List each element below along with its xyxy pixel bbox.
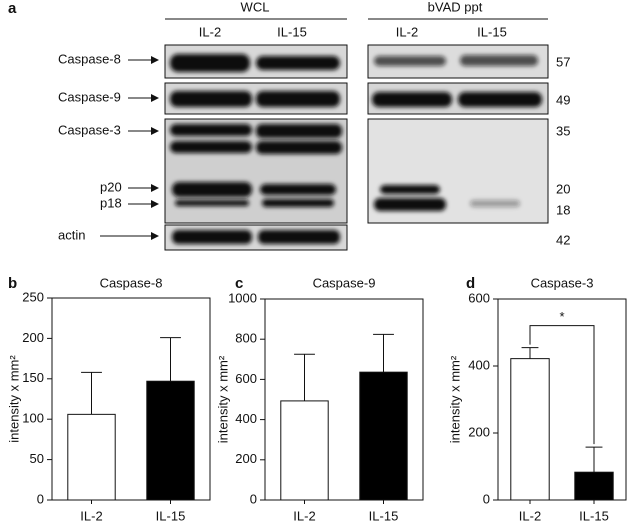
y-tick-label: 50 [30, 451, 44, 466]
y-tick-label: 400 [235, 411, 257, 426]
x-tick-label: IL-15 [369, 508, 399, 523]
y-tick-label: 0 [483, 491, 490, 506]
chart-title: Caspase-8 [100, 275, 163, 290]
lane-label: IL-2 [396, 24, 418, 39]
significance-label: * [559, 309, 564, 324]
error-bar [373, 333, 394, 373]
y-tick-label: 250 [22, 289, 44, 304]
chart-title: Caspase-9 [313, 275, 376, 290]
y-tick-label: 100 [22, 411, 44, 426]
x-tick-label: IL-2 [519, 508, 541, 523]
error-bar [294, 353, 315, 401]
y-tick-label: 600 [468, 290, 490, 305]
bar [280, 400, 329, 501]
y-axis-label: intensity x mm² [6, 355, 21, 443]
y-axis-label: intensity x mm² [215, 355, 230, 443]
plot-frame [264, 298, 424, 501]
lane-label: IL-15 [277, 24, 307, 39]
mw-label: 20 [556, 181, 570, 196]
bar [359, 371, 408, 501]
chart: b Caspase-8 intensity x mm² 0 50 100 150 200 250… [6, 275, 211, 523]
chart: d Caspase-3 intensity x mm² 0 200 400 600 IL-2 I… [447, 275, 627, 523]
x-tick-label: IL-2 [80, 508, 102, 523]
panel-letter: c [235, 275, 243, 292]
significance-bracket [529, 325, 595, 445]
protein-label: Caspase-3 [58, 122, 121, 137]
group-label: bVAD ppt [428, 0, 483, 14]
blot-images [164, 44, 549, 251]
panel-letter: a [8, 0, 17, 17]
mw-label: 42 [556, 232, 570, 247]
error-bar [521, 347, 539, 359]
chart: c Caspase-9 intensity x mm² 0 200 400 600 800 10… [215, 275, 424, 523]
mw-label: 35 [556, 123, 570, 138]
y-tick-label: 1000 [228, 290, 257, 305]
y-tick-label: 200 [235, 451, 257, 466]
mw-label: 49 [556, 92, 570, 107]
panel-letter: b [8, 275, 17, 292]
error-bar [81, 371, 102, 415]
y-tick-label: 0 [250, 491, 257, 506]
blot-panel: a WCL bVAD ppt IL-2 IL-15 IL-2 IL-15 [8, 0, 570, 251]
mw-labels: 57 49 35 20 18 42 [556, 54, 570, 247]
y-tick-label: 600 [235, 371, 257, 386]
bar [574, 471, 614, 501]
mw-label: 57 [556, 54, 570, 69]
lane-label: IL-15 [477, 24, 507, 39]
bar [146, 380, 195, 501]
y-tick-label: 150 [22, 370, 44, 385]
y-tick-label: 400 [468, 357, 490, 372]
group-label: WCL [241, 0, 270, 14]
protein-label: Caspase-8 [58, 51, 121, 66]
error-bar [160, 337, 181, 382]
y-tick-label: 0 [37, 491, 44, 506]
bar [67, 413, 116, 501]
mw-label: 18 [556, 202, 570, 217]
plot-frame [51, 297, 211, 501]
error-bar [585, 446, 603, 473]
lane-label: IL-2 [199, 24, 221, 39]
y-tick-label: 800 [235, 331, 257, 346]
x-tick-label: IL-15 [156, 508, 186, 523]
plot-frame [497, 298, 627, 501]
protein-label: p20 [100, 179, 122, 194]
x-tick-label: IL-2 [293, 508, 315, 523]
y-tick-label: 200 [22, 330, 44, 345]
y-tick-label: 200 [468, 424, 490, 439]
bar [510, 358, 550, 501]
panel-letter: d [466, 275, 475, 292]
x-tick-label: IL-15 [579, 508, 609, 523]
protein-label: actin [58, 227, 85, 242]
protein-label: Caspase-9 [58, 89, 121, 104]
y-axis-label: intensity x mm² [447, 355, 462, 443]
protein-label: p18 [100, 195, 122, 210]
chart-title: Caspase-3 [531, 275, 594, 290]
protein-labels: Caspase-8 Caspase-9 Caspase-3 p20 p18 ac… [58, 51, 159, 242]
